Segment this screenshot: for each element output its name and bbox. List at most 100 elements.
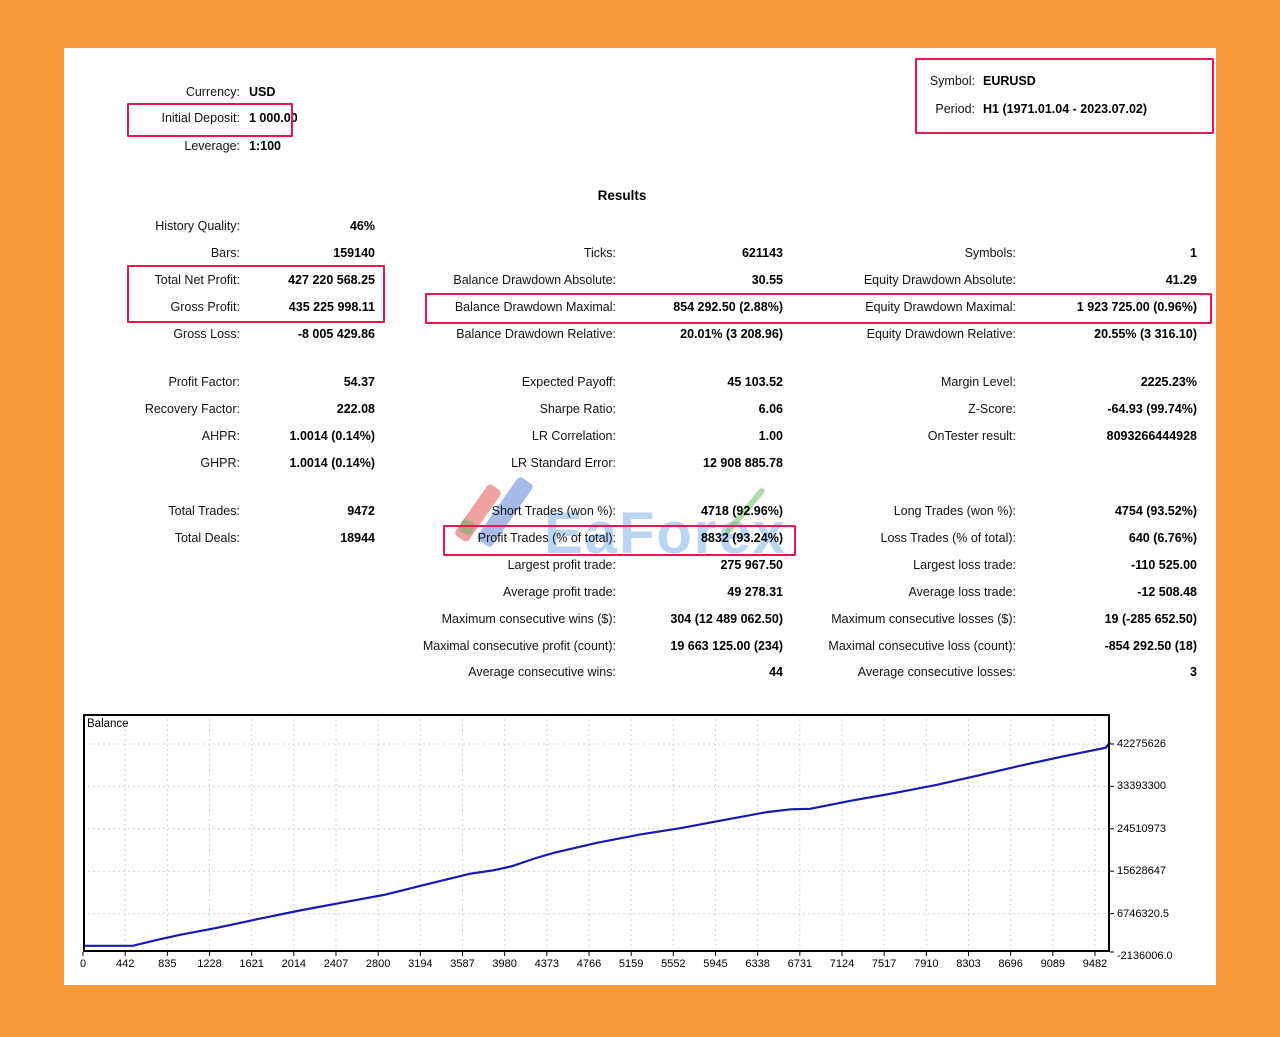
- stat-value: 435 225 998.11: [288, 299, 375, 314]
- stat-label: Maximal consecutive profit (count):: [422, 638, 616, 653]
- x-axis-tick-label: 5159: [618, 958, 644, 970]
- stat-value: 19 663 125.00 (234): [670, 638, 783, 653]
- stat-label: Equity Drawdown Maximal:: [865, 299, 1016, 314]
- x-axis-tick-label: 4373: [534, 958, 560, 970]
- stat-label: Balance Drawdown Absolute:: [453, 272, 616, 287]
- stat-value: 8093266444928: [1106, 428, 1197, 443]
- stat-label: LR Standard Error:: [511, 455, 616, 470]
- stat-label: Average profit trade:: [502, 584, 616, 599]
- x-axis-tick-label: 9482: [1082, 958, 1108, 970]
- stat-label: Average consecutive losses:: [857, 665, 1016, 680]
- symbol-label: Symbol:: [929, 74, 975, 88]
- stat-value: 19 (-285 652.50): [1104, 611, 1197, 626]
- x-axis-tick-label: 7124: [829, 958, 855, 970]
- stat-value: 49 278.31: [727, 584, 783, 599]
- stat-value: 1: [1190, 245, 1197, 260]
- x-axis-tick-label: 2407: [323, 958, 349, 970]
- stat-label: Expected Payoff:: [521, 375, 616, 389]
- stat-value: -64.93 (99.74%): [1107, 401, 1197, 416]
- stat-value: 44: [769, 665, 783, 680]
- x-axis-tick-label: 4766: [576, 958, 602, 970]
- stat-label: Margin Level:: [940, 375, 1016, 389]
- stat-value: 6.06: [758, 401, 783, 416]
- stat-value: 20.01% (3 208.96): [680, 326, 783, 341]
- stat-value: 45 103.52: [727, 375, 783, 389]
- stat-label: Long Trades (won %):: [893, 504, 1016, 518]
- stat-value: -12 508.48: [1137, 584, 1197, 599]
- x-axis-tick-label: 3587: [450, 958, 475, 970]
- stat-value: 9472: [347, 504, 375, 518]
- stat-label: Balance Drawdown Relative:: [456, 326, 616, 341]
- stat-value: 2225.23%: [1140, 375, 1197, 389]
- stat-label: Total Deals:: [174, 530, 240, 545]
- stat-label: Balance Drawdown Maximal:: [454, 299, 616, 314]
- x-axis-tick-label: 1228: [197, 958, 222, 970]
- stat-label: Gross Profit:: [170, 299, 240, 314]
- stat-value: 30.55: [751, 272, 783, 287]
- stat-value: -8 005 429.86: [297, 326, 375, 341]
- stat-label: Largest profit trade:: [507, 557, 616, 572]
- stat-value: 621143: [741, 245, 783, 260]
- stat-label: Recovery Factor:: [144, 401, 240, 416]
- y-axis-tick-label: 15628647: [1117, 865, 1166, 878]
- x-axis-tick-label: 0: [79, 958, 87, 970]
- balance-line: [83, 741, 1111, 947]
- stat-label: GHPR:: [200, 455, 240, 470]
- x-axis-tick-label: 8303: [956, 958, 981, 970]
- stat-label: Maximum consecutive losses ($):: [831, 611, 1016, 626]
- stat-label: Maximal consecutive loss (count):: [828, 638, 1016, 653]
- stat-label: Z-Score:: [968, 401, 1016, 416]
- stat-label: Equity Drawdown Absolute:: [863, 272, 1016, 287]
- stat-value: -854 292.50 (18): [1104, 638, 1197, 653]
- stat-value: 1.0014 (0.14%): [289, 428, 375, 443]
- x-axis-tick-label: 5945: [703, 958, 728, 970]
- stat-value: 1 923 725.00 (0.96%): [1076, 299, 1197, 314]
- stat-label: AHPR:: [201, 428, 240, 443]
- leverage-value: 1:100: [249, 139, 281, 153]
- stat-value: 4754 (93.52%): [1114, 504, 1197, 518]
- stat-value: 304 (12 489 062.50): [670, 611, 783, 626]
- x-axis-tick-label: 9089: [1040, 958, 1066, 970]
- symbol-value: EURUSD: [983, 74, 1036, 88]
- balance-chart-legend: Balance: [87, 718, 129, 730]
- x-axis-tick-label: 2800: [365, 958, 391, 970]
- stat-label: Average loss trade:: [908, 584, 1016, 599]
- stat-value: 3: [1190, 665, 1197, 680]
- currency-label: Currency:: [185, 85, 240, 99]
- initial-deposit-label: Initial Deposit:: [161, 111, 240, 125]
- stat-value: 159140: [333, 245, 375, 260]
- stat-label: Equity Drawdown Relative:: [866, 326, 1016, 341]
- stat-value: 12 908 885.78: [703, 455, 783, 470]
- x-axis-tick-label: 7910: [914, 958, 939, 970]
- stat-label: Symbols:: [964, 245, 1016, 260]
- x-axis-tick-label: 6731: [787, 958, 813, 970]
- x-axis-tick-label: 1621: [239, 958, 264, 970]
- report-panel: Currency: USD Initial Deposit: 1 000.00 …: [64, 48, 1216, 985]
- stat-value: -110 525.00: [1130, 557, 1197, 572]
- stat-value: 222.08: [336, 401, 375, 416]
- stat-label: Total Trades:: [168, 504, 240, 518]
- initial-deposit-value: 1 000.00: [249, 111, 298, 125]
- stat-value: 46%: [349, 219, 375, 233]
- stat-label: Ticks:: [583, 245, 616, 260]
- x-axis-tick-label: 442: [115, 958, 135, 970]
- stat-value: 8832 (93.24%): [700, 530, 783, 545]
- x-axis-tick-label: 2014: [281, 958, 307, 970]
- stat-value: 18944: [340, 530, 375, 545]
- stat-label: Total Net Profit:: [154, 272, 240, 287]
- stat-label: OnTester result:: [927, 428, 1016, 443]
- stat-label: Bars:: [210, 245, 240, 260]
- stat-label: Largest loss trade:: [913, 557, 1016, 572]
- y-axis-tick-label: 24510973: [1117, 822, 1166, 835]
- results-title: Results: [597, 188, 647, 203]
- stat-label: Profit Factor:: [168, 375, 240, 389]
- stat-label: History Quality:: [155, 219, 240, 233]
- stat-label: Gross Loss:: [173, 326, 240, 341]
- balance-chart: Balance 0 442 835 1228 1621 2014 2407 2800 3194 3…: [64, 48, 1216, 985]
- stat-label: LR Correlation:: [531, 428, 616, 443]
- stat-value: 640 (6.76%): [1128, 530, 1197, 545]
- period-value: H1 (1971.01.04 - 2023.07.02): [983, 102, 1148, 116]
- stat-value: 4718 (92.96%): [700, 504, 783, 518]
- stat-value: 41.29: [1165, 272, 1197, 287]
